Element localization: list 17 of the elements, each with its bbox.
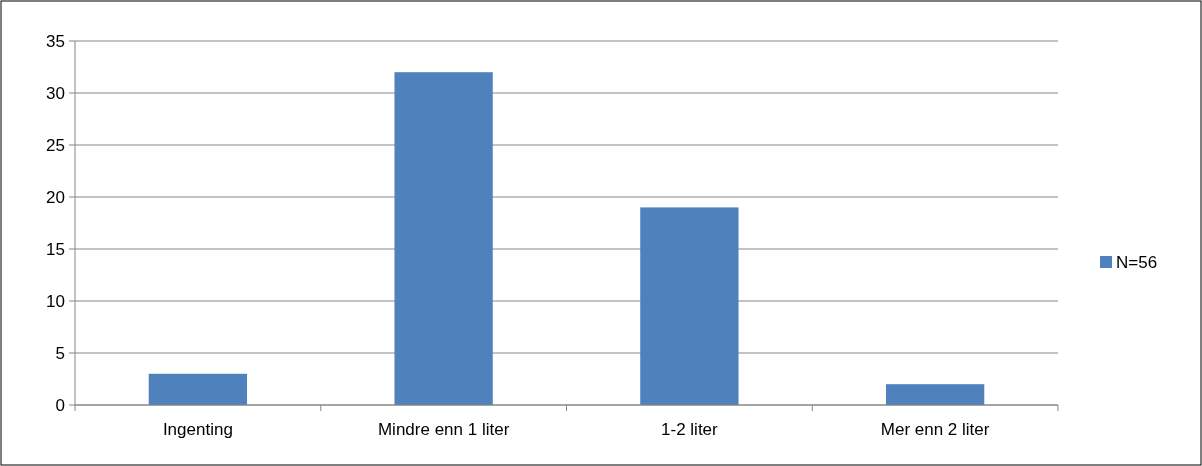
x-tick-label: Mindre enn 1 liter	[377, 420, 510, 439]
legend-label: N=56	[1116, 252, 1158, 272]
bar	[394, 72, 493, 405]
bar	[148, 373, 248, 405]
y-tick-label: 35	[46, 31, 65, 51]
y-tick-label: 5	[55, 343, 65, 363]
y-tick-label: 10	[46, 291, 65, 311]
x-tick-label: Mer enn 2 liter	[880, 420, 990, 439]
y-tick-label: 15	[46, 239, 65, 259]
bar	[885, 384, 985, 405]
x-tick-label: Ingenting	[162, 420, 233, 439]
bar	[640, 207, 739, 405]
x-tick-label: 1-2 liter	[661, 420, 719, 439]
y-tick-label: 20	[46, 187, 65, 207]
y-tick-label: 0	[55, 395, 65, 415]
y-tick-label: 30	[46, 83, 65, 103]
y-tick-label: 25	[46, 135, 65, 155]
